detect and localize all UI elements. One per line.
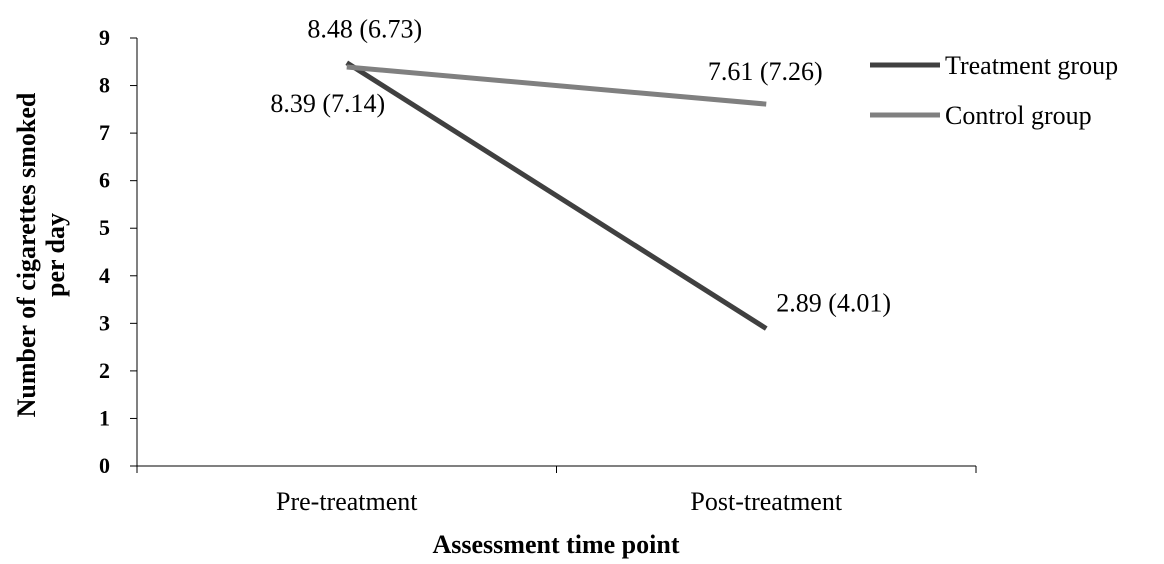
y-tick-label: 1 xyxy=(99,405,110,430)
y-axis-title-line-2: per day xyxy=(41,213,70,297)
legend-label-control: Control group xyxy=(945,101,1092,130)
y-ticks: 0 1 2 3 4 5 6 7 8 9 xyxy=(99,25,137,478)
y-tick-label: 8 xyxy=(99,73,110,98)
y-tick-label: 7 xyxy=(99,120,110,145)
data-label: 2.89 (4.01) xyxy=(776,289,891,318)
legend-label-treatment: Treatment group xyxy=(945,51,1118,80)
series-line xyxy=(347,63,767,329)
y-tick-label: 3 xyxy=(99,310,110,335)
series-line xyxy=(347,67,767,104)
x-ticks: Pre-treatment Post-treatment xyxy=(137,466,976,516)
y-axis-title: Number of cigarettes smoked per day xyxy=(12,92,70,417)
y-tick-label: 0 xyxy=(99,453,110,478)
y-tick-label: 6 xyxy=(99,168,110,193)
y-tick-label: 4 xyxy=(99,263,110,288)
y-axis-title-line-1: Number of cigarettes smoked xyxy=(12,92,41,417)
x-tick-label: Post-treatment xyxy=(690,487,842,516)
legend: Treatment group Control group xyxy=(870,51,1118,130)
y-tick-label: 5 xyxy=(99,215,110,240)
x-tick-label: Pre-treatment xyxy=(276,487,418,516)
data-label: 7.61 (7.26) xyxy=(708,57,823,86)
series-lines xyxy=(347,63,767,329)
x-axis-title: Assessment time point xyxy=(433,530,680,559)
y-tick-label: 9 xyxy=(99,25,110,50)
data-labels: 8.48 (6.73) 2.89 (4.01) 8.39 (7.14) 7.61 (7… xyxy=(270,15,891,318)
data-label: 8.39 (7.14) xyxy=(270,89,385,118)
data-label: 8.48 (6.73) xyxy=(307,15,422,44)
y-tick-label: 2 xyxy=(99,358,110,383)
